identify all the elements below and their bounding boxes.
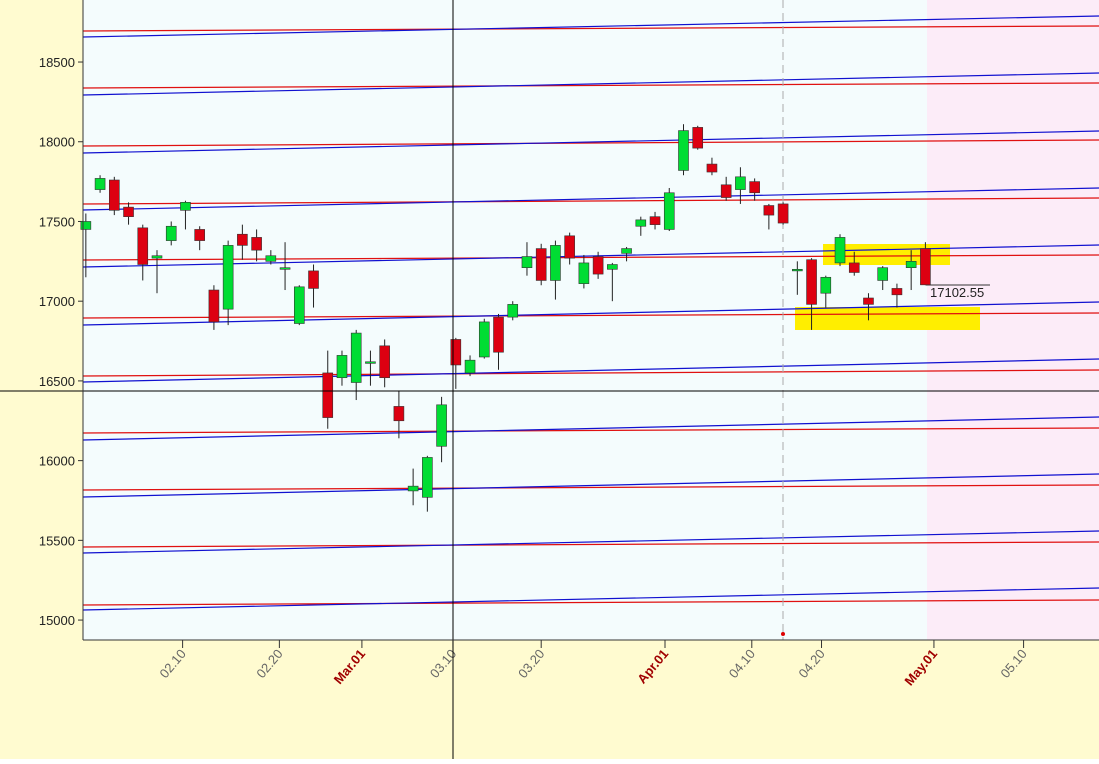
candle-body (621, 248, 632, 254)
candle-body (607, 264, 618, 270)
channel-red (82, 369, 1099, 377)
channel-red (82, 484, 1099, 491)
candle-body (692, 127, 704, 149)
candle-body (308, 270, 319, 289)
channel-blue (82, 15, 1099, 38)
y-tick-label: 15500 (39, 533, 75, 548)
candle-body (464, 359, 476, 374)
marker-dot (781, 632, 785, 636)
candle-body (165, 225, 177, 241)
candle-body (222, 245, 234, 310)
candle-body (180, 202, 191, 211)
channel-blue (82, 72, 1099, 96)
candle-body (293, 286, 305, 324)
candle-body (663, 192, 675, 230)
channel-red (82, 197, 1099, 205)
candle-body (550, 245, 561, 281)
highlight-zone (795, 307, 980, 330)
candle-body (365, 361, 376, 364)
candle-body (920, 248, 931, 286)
candle-body (905, 261, 917, 269)
candle-body (350, 332, 362, 383)
candle-body (237, 233, 248, 246)
candle-body (109, 179, 120, 211)
channel-blue (82, 130, 1099, 154)
candle-body (820, 276, 832, 294)
y-tick-label: 17000 (39, 294, 75, 309)
candle-body (507, 304, 519, 318)
candle-body (137, 227, 149, 265)
channel-red (82, 312, 1099, 319)
y-tick-label: 18500 (39, 55, 75, 70)
channel-blue (82, 416, 1099, 441)
candle-body (123, 206, 134, 217)
candle-body (592, 256, 604, 275)
candle-body (407, 485, 419, 492)
last-price-label: 17102.55 (930, 285, 984, 300)
channel-blue (82, 473, 1099, 498)
channel-lines (82, 15, 1099, 611)
candle-body (877, 267, 889, 281)
candle-body (763, 205, 775, 216)
candle-body (393, 406, 405, 422)
channel-red (82, 139, 1099, 147)
y-tick-label: 15000 (39, 613, 75, 628)
candle-body (777, 203, 789, 224)
candle-body (521, 256, 533, 269)
candle-body (834, 237, 846, 264)
channel-red (82, 427, 1099, 434)
candle-body (251, 237, 262, 251)
y-tick-label: 18000 (39, 135, 75, 150)
candle-body (720, 184, 732, 198)
candle-body (806, 259, 817, 305)
channel-red (82, 541, 1099, 548)
candle-body (336, 355, 348, 379)
candle-body (863, 297, 874, 305)
y-tick-label: 16000 (39, 454, 75, 469)
candle-body (635, 219, 647, 227)
candle-body (450, 339, 462, 366)
channel-red (82, 25, 1099, 32)
candle-body (493, 316, 504, 353)
candle-body (80, 221, 92, 230)
channel-blue (82, 301, 1099, 326)
candle-body (706, 163, 718, 173)
candle-body (436, 404, 447, 447)
candle-body (578, 262, 590, 284)
plot-area (83, 0, 927, 640)
y-tick-label: 17500 (39, 214, 75, 229)
channel-blue (82, 530, 1099, 554)
candle-body (735, 176, 746, 190)
candle-body (649, 216, 661, 225)
candle-body (379, 345, 390, 379)
candle-body (535, 248, 547, 281)
candle-body (564, 235, 575, 259)
candle-body (194, 229, 205, 241)
candle-body (208, 289, 220, 323)
channel-red (82, 82, 1099, 89)
y-tick-label: 16500 (39, 374, 75, 389)
candle-body (478, 321, 490, 358)
candle-body (678, 130, 689, 171)
channel-blue (82, 187, 1099, 211)
candle-body (422, 457, 433, 498)
candle-body (749, 181, 760, 194)
channel-red (82, 599, 1099, 606)
candle-body (848, 262, 860, 273)
candle-body (792, 268, 803, 272)
channel-blue (82, 587, 1099, 611)
candle-body (891, 288, 903, 296)
candle-body (265, 255, 277, 262)
candle-body (279, 267, 291, 270)
channel-blue (82, 358, 1099, 383)
candle-body (322, 372, 334, 418)
candle-body (94, 178, 106, 190)
candle-body (151, 255, 163, 259)
